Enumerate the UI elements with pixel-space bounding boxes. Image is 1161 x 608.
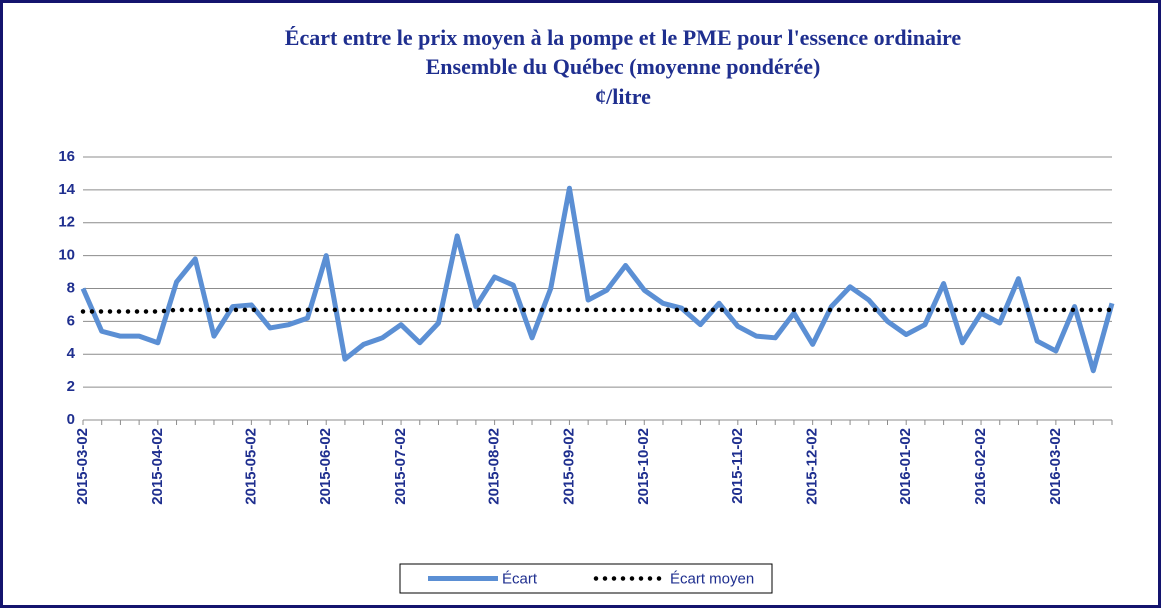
legend-label: Écart	[502, 570, 538, 587]
chart-subtitle: Ensemble du Québec (moyenne pondérée)	[426, 54, 821, 79]
y-tick-label: 12	[58, 214, 75, 231]
series-line	[80, 307, 1115, 314]
x-tick-label: 2015-12-02	[804, 428, 821, 505]
x-tick-label: 2015-05-02	[242, 428, 259, 505]
x-tick-label: 2016-03-02	[1047, 428, 1064, 505]
legend-label: Écart moyen	[670, 570, 754, 587]
y-tick-label: 2	[67, 378, 75, 395]
x-tick-label: 2015-10-02	[635, 428, 652, 505]
y-tick-label: 16	[58, 148, 75, 165]
x-tick-label: 2015-03-02	[74, 428, 91, 505]
x-tick-label: 2015-07-02	[392, 428, 409, 505]
y-tick-label: 6	[67, 312, 75, 329]
x-tick-label: 2016-02-02	[972, 428, 989, 505]
legend	[399, 563, 773, 594]
chart-title: Écart entre le prix moyen à la pompe et …	[285, 25, 962, 50]
x-tick-label: 2015-08-02	[486, 428, 503, 505]
y-tick-label: 8	[67, 279, 75, 296]
y-tick-label: 0	[67, 411, 75, 428]
y-tick-label: 10	[58, 247, 75, 264]
x-tick-label: 2016-01-02	[897, 428, 914, 505]
x-tick-label: 2015-04-02	[149, 428, 166, 505]
x-tick-label: 2015-06-02	[317, 428, 334, 505]
x-tick-label: 2015-09-02	[560, 428, 577, 505]
y-tick-label: 4	[67, 345, 76, 362]
chart-unit: ¢/litre	[595, 84, 651, 109]
y-tick-label: 14	[58, 181, 75, 198]
x-tick-label: 2015-11-02	[729, 428, 746, 504]
